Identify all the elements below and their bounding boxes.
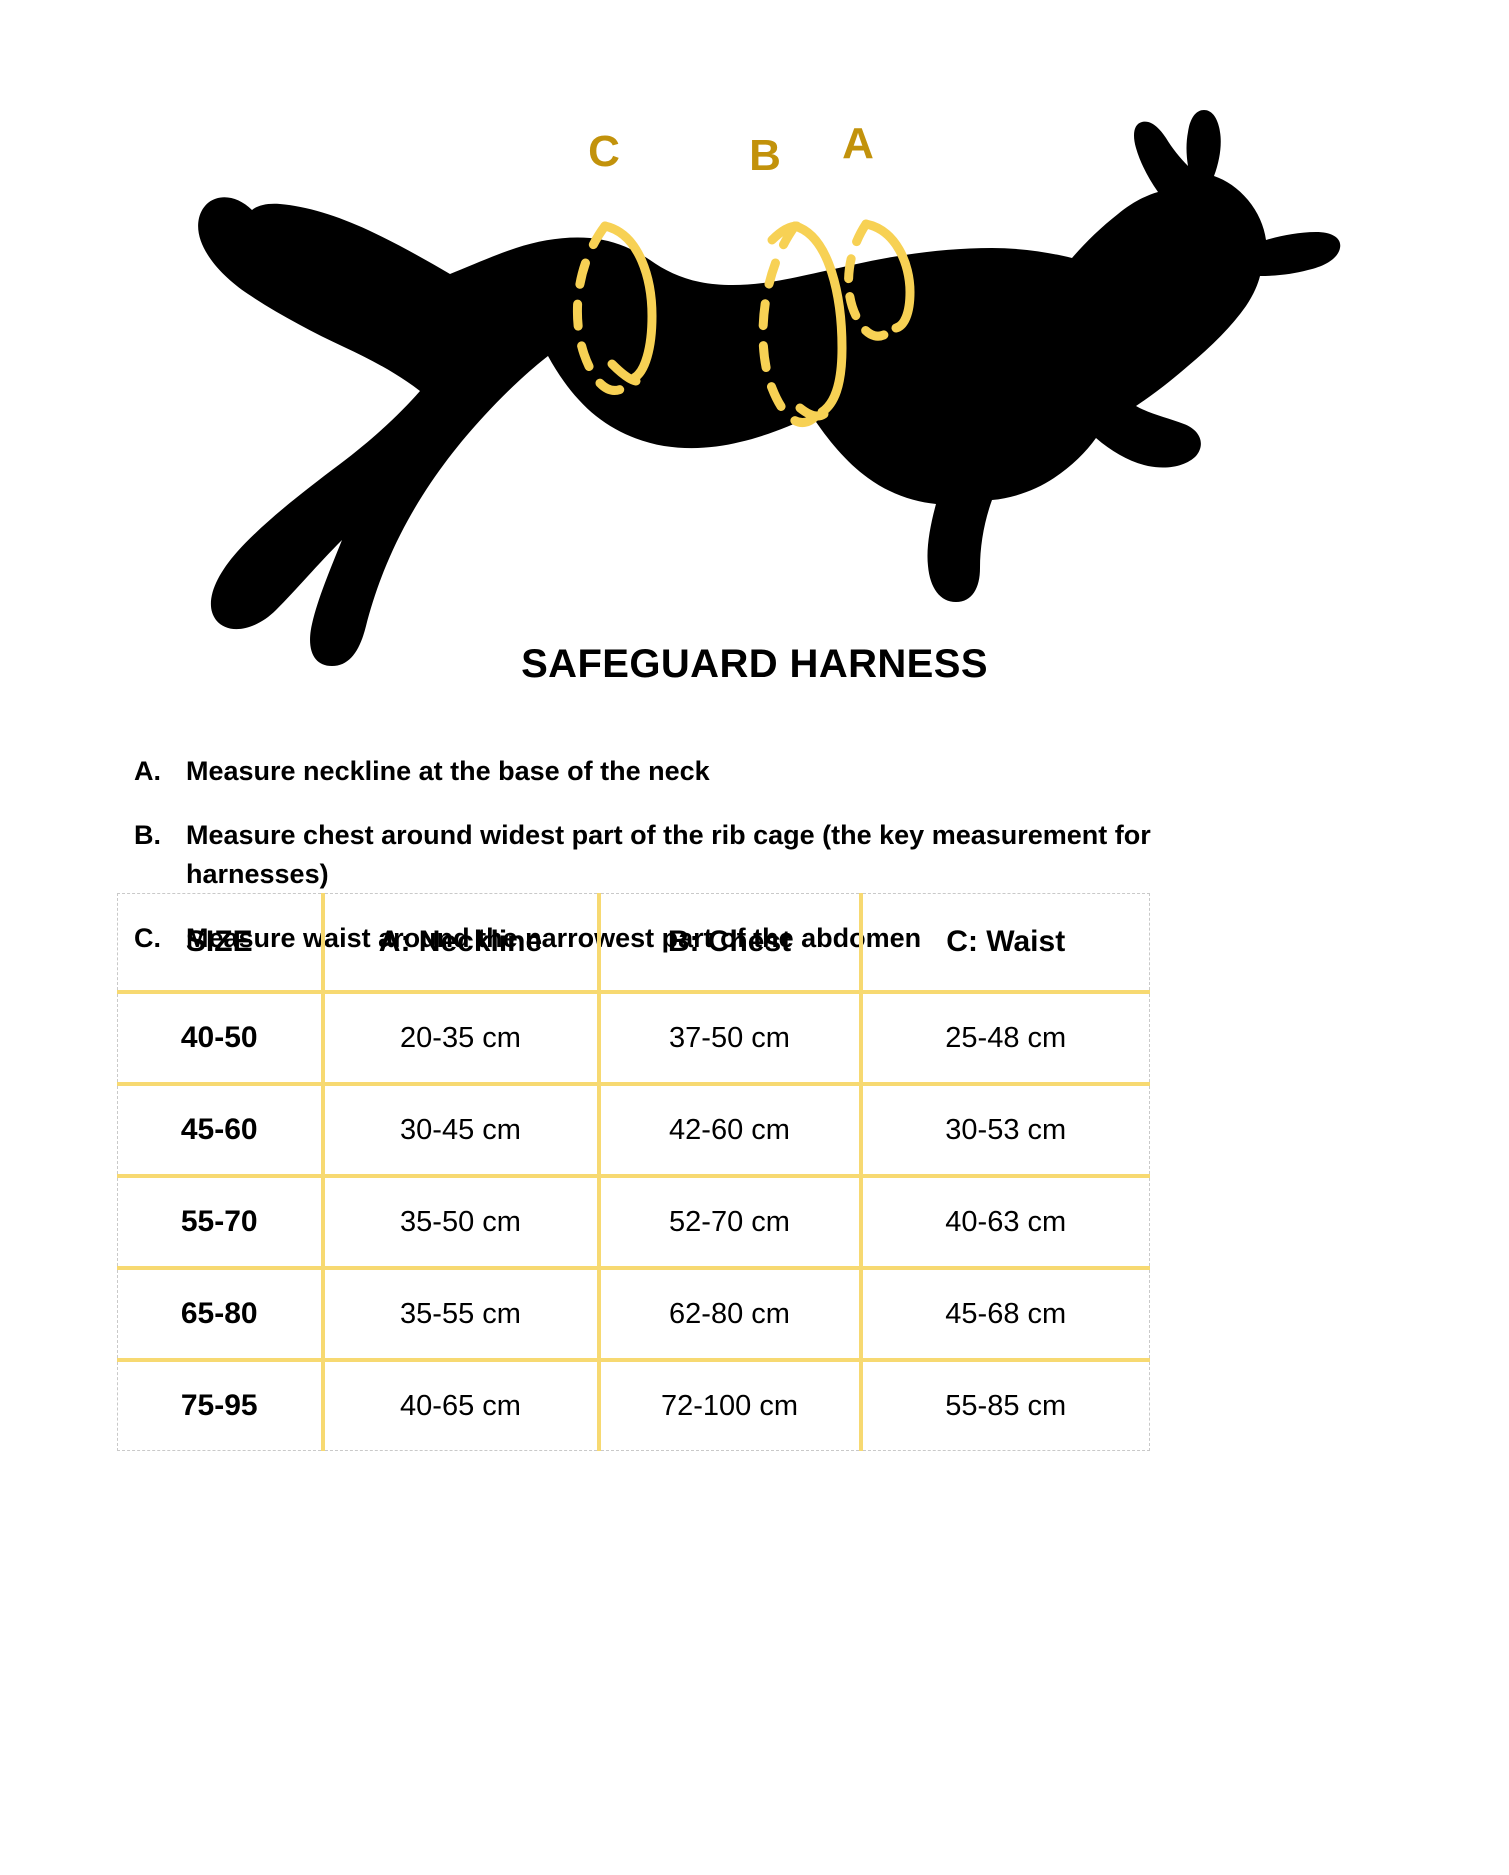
measure-loop-c-dashed xyxy=(572,221,639,395)
measure-loop-a-solid xyxy=(861,219,915,333)
instruction-marker-b: B. xyxy=(134,820,161,851)
measure-loop-a-dashed xyxy=(844,219,901,341)
measure-loop-c-arrow xyxy=(607,359,641,386)
measure-loop-b: B xyxy=(749,131,847,428)
size-chart-table: SIZE A: Neckline B: Chest C: Waist 40-50… xyxy=(117,893,1150,1451)
size-chart-body: 40-50 20-35 cm 37-50 cm 25-48 cm 45-60 3… xyxy=(117,990,1150,1451)
cell-neckline: 30-45 cm xyxy=(320,1082,601,1178)
cell-size: 45-60 xyxy=(117,1082,325,1178)
measure-label-a: A xyxy=(842,119,874,168)
measure-loop-b-arrow-top xyxy=(767,221,802,245)
instruction-item-a: A. Measure neckline at the base of the n… xyxy=(134,752,1334,790)
instruction-item-b: B. Measure chest around widest part of t… xyxy=(134,816,1334,893)
size-chart-head: SIZE A: Neckline B: Chest C: Waist xyxy=(117,893,1150,994)
cell-chest: 72-100 cm xyxy=(596,1358,863,1451)
cell-waist: 30-53 cm xyxy=(858,1082,1150,1178)
instruction-marker-a: A. xyxy=(134,756,161,786)
cell-waist: 25-48 cm xyxy=(858,990,1150,1086)
cell-neckline: 35-55 cm xyxy=(320,1266,601,1362)
instruction-text-b: Measure chest around widest part of the … xyxy=(186,820,1151,889)
instruction-text-a: Measure neckline at the base of the neck xyxy=(186,756,710,786)
measure-loop-b-arrow-bottom xyxy=(795,403,829,421)
column-header-chest: B: Chest xyxy=(596,893,863,994)
cell-neckline: 20-35 cm xyxy=(320,990,601,1086)
measure-label-c: C xyxy=(588,127,620,176)
column-header-waist: C: Waist xyxy=(858,893,1150,994)
page-title: SAFEGUARD HARNESS xyxy=(521,642,988,686)
cell-size: 65-80 xyxy=(117,1266,325,1362)
table-row: 75-95 40-65 cm 72-100 cm 55-85 cm xyxy=(117,1358,1150,1451)
dog-silhouette-svg: C B A xyxy=(198,110,1341,666)
dog-measurement-diagram: C B A xyxy=(0,48,1509,668)
cell-neckline: 40-65 cm xyxy=(320,1358,601,1451)
measure-loop-c: C xyxy=(572,127,657,395)
column-header-size: SIZE xyxy=(117,893,325,994)
table-row: 65-80 35-55 cm 62-80 cm 45-68 cm xyxy=(117,1266,1150,1362)
cell-chest: 42-60 cm xyxy=(596,1082,863,1178)
cell-waist: 55-85 cm xyxy=(858,1358,1150,1451)
cell-size: 55-70 xyxy=(117,1174,325,1270)
measure-label-b: B xyxy=(749,131,781,180)
cell-size: 40-50 xyxy=(117,990,325,1086)
cell-chest: 62-80 cm xyxy=(596,1266,863,1362)
cell-size: 75-95 xyxy=(117,1358,325,1451)
cell-waist: 40-63 cm xyxy=(858,1174,1150,1270)
measure-loop-b-dashed xyxy=(758,221,827,428)
cell-chest: 37-50 cm xyxy=(596,990,863,1086)
table-row: 40-50 20-35 cm 37-50 cm 25-48 cm xyxy=(117,990,1150,1086)
measure-loop-c-solid xyxy=(600,221,657,383)
cell-waist: 45-68 cm xyxy=(858,1266,1150,1362)
measure-loop-b-solid xyxy=(790,221,847,417)
table-header-row: SIZE A: Neckline B: Chest C: Waist xyxy=(117,893,1150,994)
column-header-neckline: A: Neckline xyxy=(320,893,601,994)
cell-chest: 52-70 cm xyxy=(596,1174,863,1270)
cell-neckline: 35-50 cm xyxy=(320,1174,601,1270)
table-row: 45-60 30-45 cm 42-60 cm 30-53 cm xyxy=(117,1082,1150,1178)
measure-loop-a: A xyxy=(842,119,915,341)
table-row: 55-70 35-50 cm 52-70 cm 40-63 cm xyxy=(117,1174,1150,1270)
